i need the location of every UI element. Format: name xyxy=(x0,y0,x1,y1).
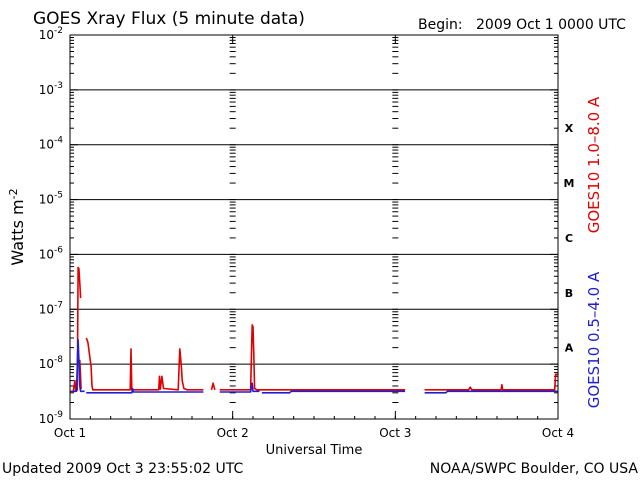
plot-frame xyxy=(69,34,559,420)
x-tick-label: Oct 3 xyxy=(379,426,411,440)
flare-class-label: M xyxy=(564,177,575,190)
y-tick-label: 10-7 xyxy=(39,300,63,316)
series-line xyxy=(219,382,260,393)
flare-class-label: C xyxy=(565,232,573,245)
x-tick-label: Oct 4 xyxy=(542,426,574,440)
series-line xyxy=(85,337,204,391)
series-line xyxy=(219,324,406,391)
credit-text: NOAA/SWPC Boulder, CO USA xyxy=(430,461,639,477)
y-tick-label: 10-4 xyxy=(39,136,64,152)
begin-label: Begin: xyxy=(418,17,463,33)
y-tick-label: 10-6 xyxy=(39,245,64,261)
series-line xyxy=(424,390,558,394)
x-tick-label: Oct 1 xyxy=(54,426,86,440)
begin-date: 2009 Oct 1 0000 UTC xyxy=(476,17,626,33)
series-line xyxy=(79,359,82,390)
series-line xyxy=(424,373,558,391)
flare-class-label: A xyxy=(565,342,574,355)
flare-class-labels: X M C B A xyxy=(564,122,575,354)
y-tick-label: 10-8 xyxy=(39,355,64,371)
series-line xyxy=(86,387,204,394)
flare-class-label: X xyxy=(565,122,574,135)
long-channel-series xyxy=(70,266,558,393)
y-axis-label: Watts m-2 xyxy=(7,188,27,265)
series-line xyxy=(261,390,406,394)
flare-class-label: B xyxy=(565,287,573,300)
legend-short-channel: GOES10 0.5–4.0 A xyxy=(585,271,603,408)
data-series xyxy=(70,266,558,394)
x-tick-marks xyxy=(69,35,559,419)
series-line xyxy=(210,382,216,390)
y-tick-label: 10-2 xyxy=(39,26,63,42)
short-channel-series xyxy=(71,338,558,394)
y-tick-label: 10-5 xyxy=(39,191,63,207)
series-line xyxy=(71,338,85,393)
x-tick-label: Oct 2 xyxy=(217,426,249,440)
chart-title: GOES Xray Flux (5 minute data) xyxy=(33,9,305,29)
updated-timestamp: Updated 2009 Oct 3 23:55:02 UTC xyxy=(2,461,243,477)
legend-long-channel: GOES10 1.0–8.0 A xyxy=(585,96,603,233)
x-tick-labels: Oct 1 Oct 2 Oct 3 Oct 4 xyxy=(54,426,574,440)
y-tick-labels: 10-2 10-3 10-4 10-5 10-6 10-7 10-8 10-9 xyxy=(39,26,64,426)
y-tick-label: 10-9 xyxy=(39,410,64,426)
x-axis-label: Universal Time xyxy=(266,443,363,458)
y-tick-marks xyxy=(70,37,558,420)
grid-lines xyxy=(70,89,558,365)
y-tick-label: 10-3 xyxy=(39,81,63,97)
